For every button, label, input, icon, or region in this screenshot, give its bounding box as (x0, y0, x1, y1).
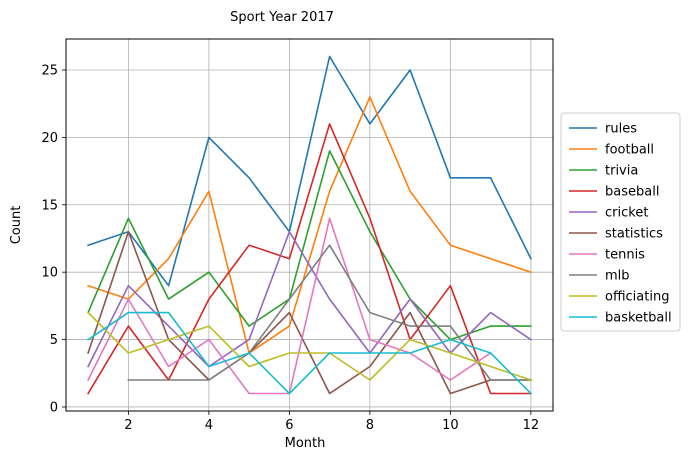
legend-label-trivia: trivia (605, 164, 638, 179)
y-tick-label: 15 (41, 198, 58, 213)
y-axis-label: Count (9, 206, 24, 245)
x-tick-label: 8 (366, 418, 374, 433)
legend-box (560, 112, 681, 332)
x-tick-label: 6 (285, 418, 293, 433)
axis-ticks: 2 4 6 8 10 12 0 5 10 15 20 25 (41, 64, 539, 434)
x-axis-label: Month (285, 436, 326, 451)
legend-label-statistics: statistics (605, 227, 663, 242)
series-line-trivia (87, 150, 532, 341)
y-tick-label: 5 (50, 333, 58, 348)
series-line-baseball (87, 123, 532, 395)
series-line-basketball (86, 311, 533, 395)
legend-label-baseball: baseball (605, 185, 659, 200)
y-tick-label: 0 (50, 400, 58, 415)
plot-frame (65, 38, 554, 412)
y-tick-label: 20 (41, 131, 58, 146)
series-line-officiating (86, 311, 532, 382)
legend-label-football: football (605, 143, 654, 158)
series-lines (86, 55, 533, 395)
x-tick-label: 10 (442, 418, 459, 433)
legend-label-tennis: tennis (605, 248, 645, 263)
x-tick-label: 12 (523, 418, 540, 433)
chart-title: Sport Year 2017 (230, 10, 334, 25)
legend-label-basketball: basketball (605, 311, 672, 326)
x-tick-label: 4 (205, 418, 213, 433)
x-tick-label: 2 (124, 418, 132, 433)
y-tick-label: 10 (41, 266, 58, 281)
series-line-rules (87, 55, 532, 287)
legend-label-officiating: officiating (605, 290, 669, 305)
y-tick-label: 25 (41, 64, 58, 79)
legend: rules football trivia baseball cricket statis… (560, 112, 681, 332)
legend-label-rules: rules (605, 122, 637, 137)
series-line-football (87, 96, 532, 354)
legend-label-mlb: mlb (605, 269, 630, 284)
legend-label-cricket: cricket (605, 206, 648, 221)
